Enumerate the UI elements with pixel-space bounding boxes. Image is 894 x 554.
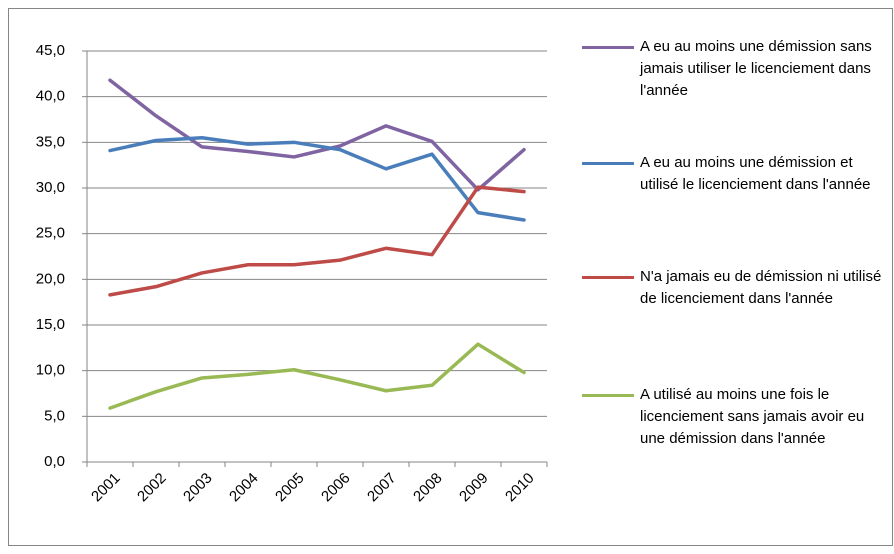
legend-swatch (582, 162, 634, 165)
y-tick-label: 40,0 (36, 88, 65, 105)
series-line (108, 185, 526, 297)
y-tick-label: 30,0 (36, 179, 65, 196)
legend-entry: A eu au moins une démission et utilisé l… (582, 152, 882, 196)
legend-label: N'a jamais eu de démission ni utilisé de… (640, 268, 882, 307)
y-tick-label: 15,0 (36, 316, 65, 333)
y-tick-label: 35,0 (36, 133, 65, 150)
legend-entry: A utilisé au moins une fois le licenciem… (582, 384, 882, 450)
legend-label: A utilisé au moins une fois le licenciem… (640, 386, 865, 447)
y-tick-label: 0,0 (44, 453, 65, 470)
legend-label: A eu au moins une démission et utilisé l… (640, 154, 871, 193)
y-tick-label: 10,0 (36, 362, 65, 379)
legend-swatch (582, 276, 634, 279)
series-line (108, 78, 526, 192)
y-tick-label: 5,0 (44, 407, 65, 424)
series-line (108, 342, 526, 410)
legend-swatch (582, 46, 634, 49)
series-line (108, 136, 526, 222)
legend-entry: N'a jamais eu de démission ni utilisé de… (582, 266, 882, 310)
legend-swatch (582, 394, 634, 397)
y-tick-label: 45,0 (36, 42, 65, 59)
y-tick-label: 25,0 (36, 225, 65, 242)
chart-border (8, 8, 893, 546)
y-tick-label: 20,0 (36, 270, 65, 287)
legend-label: A eu au moins une démission sans jamais … (640, 38, 872, 99)
legend-entry: A eu au moins une démission sans jamais … (582, 36, 882, 102)
